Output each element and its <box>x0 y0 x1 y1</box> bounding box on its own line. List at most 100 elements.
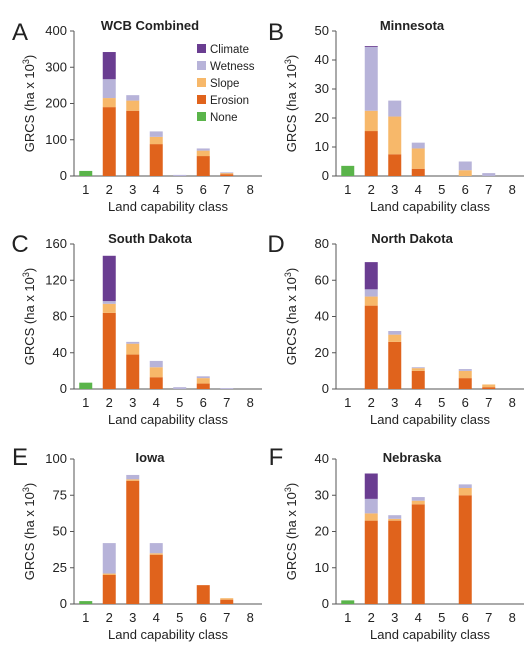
panel-b-y-tick-label: 10 <box>315 139 329 154</box>
panel-c-x-tick-label: 6 <box>200 395 207 410</box>
panel-a-bar-wetness <box>102 79 116 99</box>
panel-d-x-tick-label: 3 <box>391 395 398 410</box>
panel-d-y-tick-label: 0 <box>322 381 329 396</box>
panel-a-y-tick-label: 100 <box>45 132 67 147</box>
panel-b-x-tick-label: 5 <box>438 182 445 197</box>
panel-c-title: South Dakota <box>108 231 193 246</box>
panel-e-title: Iowa <box>136 450 166 465</box>
panel-c-bar-wetness <box>102 301 116 304</box>
panel-d-bar-erosion <box>482 387 496 389</box>
panel-e-bar-wetness <box>126 474 140 480</box>
panel-e-bar-erosion <box>196 585 210 604</box>
panel-e-x-tick-label: 1 <box>82 610 89 625</box>
panel-e-y-tick-label: 50 <box>53 524 67 539</box>
panel-a-x-tick-label: 1 <box>82 182 89 197</box>
panel-e-x-tick-label: 7 <box>223 610 230 625</box>
panel-b-y-tick-label: 50 <box>315 23 329 38</box>
panel-c-x-tick-label: 3 <box>129 395 136 410</box>
panel-f-bar-slope <box>388 518 402 521</box>
panel-b-x-tick-label: 8 <box>509 182 516 197</box>
legend-swatch-slope <box>197 78 206 87</box>
panel-d-bar-erosion <box>458 378 472 389</box>
panel-d-x-tick-label: 7 <box>485 395 492 410</box>
panel-b-y-tick-label: 40 <box>315 52 329 67</box>
panel-a-bar-erosion <box>102 107 116 176</box>
panel-b-bar-climate <box>364 46 378 47</box>
panel-a-bar-climate <box>102 52 116 80</box>
panel-f-bar-erosion <box>388 520 402 604</box>
panel-d-y-tick-label: 80 <box>315 236 329 251</box>
panel-d-bar-wetness <box>388 331 402 335</box>
panel-f-x-tick-label: 7 <box>485 610 492 625</box>
panel-e-bar-wetness <box>102 543 116 574</box>
panel-d-x-tick-label: 4 <box>415 395 422 410</box>
panel-b-y-axis-label: GRCS (ha x 103) <box>283 55 299 153</box>
panel-e-x-tick-label: 4 <box>153 610 160 625</box>
panel-f-y-tick-label: 40 <box>315 451 329 466</box>
panel-c-y-tick-label: 120 <box>45 272 67 287</box>
panel-b-bar-wetness <box>388 100 402 117</box>
panel-f-bar-erosion <box>458 495 472 604</box>
panel-d-y-axis-label: GRCS (ha x 103) <box>283 268 299 366</box>
panel-a-bar-erosion <box>149 144 163 176</box>
panel-b-y-tick-label: 0 <box>322 168 329 183</box>
panel-b-bar-slope <box>458 170 472 176</box>
panel-c-bar-wetness <box>173 387 187 389</box>
panel-e-x-tick-label: 3 <box>129 610 136 625</box>
panel-e-letter: E <box>12 444 28 471</box>
panel-b-bar-wetness <box>411 142 425 149</box>
panel-a-bar-wetness <box>173 174 187 176</box>
panel-e-y-tick-label: 25 <box>53 560 67 575</box>
panel-f-x-tick-label: 6 <box>462 610 469 625</box>
panel-e-bar-erosion <box>102 575 116 604</box>
panel-c-bar-slope <box>102 303 116 313</box>
panel-c-bar-wetness <box>220 388 234 389</box>
panel-d-y-tick-label: 20 <box>315 345 329 360</box>
panel-a-x-axis-label: Land capability class <box>108 199 228 214</box>
panel-b-bar-slope <box>388 116 402 155</box>
panel-e-bar-erosion <box>220 599 234 604</box>
panel-c-bar-wetness <box>196 376 210 379</box>
panel-f-y-tick-label: 20 <box>315 524 329 539</box>
panel-b-x-tick-label: 2 <box>368 182 375 197</box>
panel-e-y-tick-label: 100 <box>45 451 67 466</box>
panel-d-x-tick-label: 6 <box>462 395 469 410</box>
legend-label-wetness: Wetness <box>210 61 255 73</box>
panel-b-bar-none <box>341 165 355 176</box>
panel-e-y-axis-label: GRCS (ha x 103) <box>21 483 37 581</box>
legend-label-none: None <box>210 112 238 124</box>
panel-a-letter: A <box>12 19 28 46</box>
panel-b-x-tick-label: 3 <box>391 182 398 197</box>
panel-c-bar-slope <box>196 378 210 384</box>
panel-f-bar-slope <box>364 513 378 521</box>
panel-b-y-tick-label: 30 <box>315 81 329 96</box>
panel-b-bar-wetness <box>482 173 496 176</box>
panel-c-bar-none <box>79 382 93 389</box>
panel-f-letter: F <box>269 444 284 471</box>
panel-b-x-axis-label: Land capability class <box>370 199 490 214</box>
panel-a-y-tick-label: 200 <box>45 96 67 111</box>
panel-f-x-tick-label: 5 <box>438 610 445 625</box>
panel-f-x-tick-label: 4 <box>415 610 422 625</box>
panel-c-x-tick-label: 7 <box>223 395 230 410</box>
panel-b-bar-wetness <box>458 161 472 171</box>
panel-b-bar-erosion <box>411 168 425 176</box>
panel-d-bar-slope <box>364 296 378 306</box>
panel-a-bar-slope <box>196 150 210 157</box>
panel-e-x-tick-label: 8 <box>247 610 254 625</box>
panel-a-y-tick-label: 400 <box>45 23 67 38</box>
panel-a-bar-wetness <box>196 148 210 151</box>
panel-a-bar-slope <box>220 172 234 175</box>
panel-a-bar-slope <box>102 98 116 108</box>
panel-a-x-tick-label: 8 <box>247 182 254 197</box>
panel-f-bar-none <box>341 600 355 604</box>
panel-f-bar-wetness <box>458 484 472 488</box>
legend-swatch-erosion <box>197 95 206 104</box>
panel-d-bar-slope <box>388 334 402 342</box>
panel-a-bar-wetness <box>220 172 234 174</box>
panel-f-y-tick-label: 0 <box>322 596 329 611</box>
panel-d-letter: D <box>267 231 284 258</box>
panel-f-bar-wetness <box>364 498 378 514</box>
panel-a-y-axis-label: GRCS (ha x 103) <box>21 55 37 153</box>
panel-f-x-tick-label: 8 <box>509 610 516 625</box>
